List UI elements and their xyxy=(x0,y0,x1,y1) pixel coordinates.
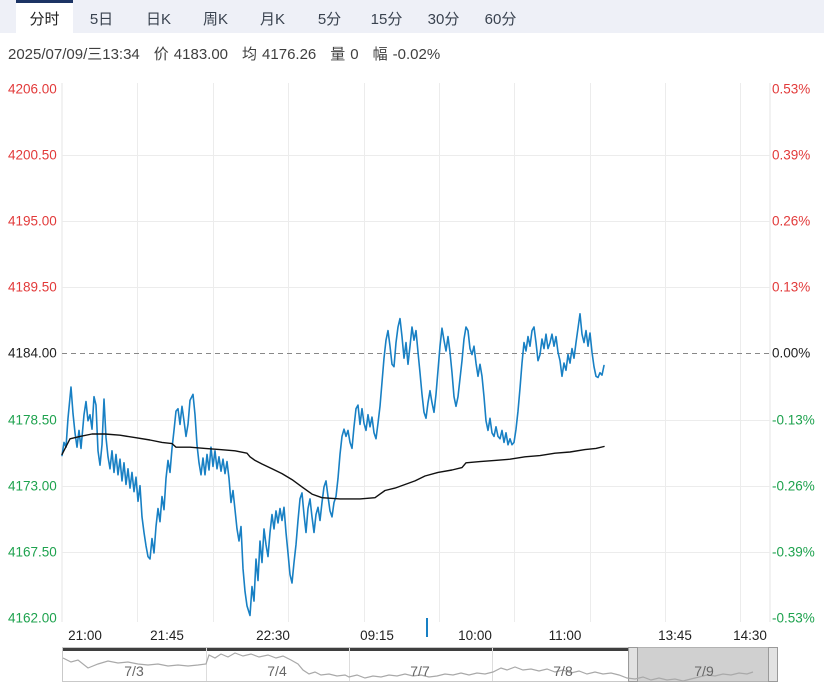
tab-5day[interactable]: 5日 xyxy=(89,10,114,28)
x-axis-label: 21:00 xyxy=(68,628,102,643)
y-axis-label-left: 4206.00 xyxy=(8,81,57,97)
y-axis-label-right: -0.53% xyxy=(772,610,815,626)
tab-monthly-k[interactable]: 月K xyxy=(259,10,285,28)
y-axis-label-left: 4162.00 xyxy=(8,610,57,626)
x-axis-label: 21:45 xyxy=(150,628,184,643)
navigator-date-label: 7/9 xyxy=(694,663,714,680)
navigator-separator xyxy=(206,648,207,681)
tab-15min[interactable]: 15分 xyxy=(370,10,403,28)
y-axis-label-left: 4195.00 xyxy=(8,213,57,229)
status-field-label: 价 xyxy=(153,45,169,63)
status-field-幅: 幅 -0.02% xyxy=(373,43,441,64)
y-axis-label-left: 4184.00 xyxy=(8,345,57,361)
status-field-value: 0 xyxy=(350,45,359,63)
tab-daily-k[interactable]: 日K xyxy=(145,10,171,28)
status-field-label: 量 xyxy=(330,45,346,63)
x-axis-label: 11:00 xyxy=(548,628,582,643)
y-axis-label-right: 0.26% xyxy=(772,213,811,229)
status-field-价: 价 4183.00 xyxy=(154,43,228,64)
navigator-separator xyxy=(492,648,493,681)
navigator-separator xyxy=(349,648,350,681)
status-field-均: 均 4176.26 xyxy=(242,43,316,64)
tab-minute[interactable]: 分时 xyxy=(16,0,73,33)
status-bar: 2025/07/09/三13:34 价 4183.00 均 4176.26 量 0 幅 -0.0… xyxy=(8,42,454,64)
y-axis-label-right: -0.13% xyxy=(772,412,815,428)
y-axis-label-right: 0.53% xyxy=(772,81,811,97)
navigator-separator xyxy=(629,648,630,681)
navigator-handle-right[interactable] xyxy=(768,647,778,682)
navigator-date-label: 7/4 xyxy=(267,663,287,680)
tab-60min[interactable]: 60分 xyxy=(484,10,517,28)
y-axis-label-left: 4189.50 xyxy=(8,279,57,295)
navigator-date-label: 7/7 xyxy=(410,663,430,680)
y-axis-label-left: 4178.50 xyxy=(8,412,57,428)
x-axis-label: 10:00 xyxy=(458,628,492,643)
tab-bar: 分时 5日 日K 周K 月K 5分 15分 30分 60分 xyxy=(0,0,824,33)
x-axis-label: 13:45 xyxy=(658,628,692,643)
price-line xyxy=(61,312,605,617)
navigator-top-strip xyxy=(63,648,629,651)
status-datetime: 2025/07/09/三13:34 xyxy=(8,45,140,63)
y-axis-label-left: 4200.50 xyxy=(8,147,57,163)
navigator-date-label: 7/8 xyxy=(553,663,573,680)
navigator-sparkline xyxy=(62,652,754,682)
y-axis-label-left: 4167.50 xyxy=(8,544,57,560)
y-axis-label-right: 0.00% xyxy=(772,345,811,361)
status-field-value: 4183.00 xyxy=(173,45,229,63)
navigator[interactable]: 7/3 7/4 7/7 7/8 7/9 xyxy=(62,647,778,682)
navigator-line xyxy=(62,652,754,682)
navigator-handle-left[interactable] xyxy=(628,647,638,682)
y-axis-label-right: -0.39% xyxy=(772,544,815,560)
y-axis-label-right: 0.39% xyxy=(772,147,811,163)
status-field-label: 幅 xyxy=(372,45,388,63)
navigator-date-label: 7/3 xyxy=(124,663,144,680)
x-axis-label: 14:30 xyxy=(733,628,767,643)
y-axis-label-right: 0.13% xyxy=(772,279,811,295)
y-axis-label-left: 4173.00 xyxy=(8,478,57,494)
x-axis-label: 09:15 xyxy=(360,628,394,643)
status-field-label: 均 xyxy=(242,45,258,63)
tab-5min[interactable]: 5分 xyxy=(317,10,342,28)
tab-30min[interactable]: 30分 xyxy=(427,10,460,28)
y-axis-label-right: -0.26% xyxy=(772,478,815,494)
navigator-selection[interactable] xyxy=(628,647,778,682)
status-field-value: -0.02% xyxy=(392,45,441,63)
tab-weekly-k[interactable]: 周K xyxy=(202,10,228,28)
status-field-value: 4176.26 xyxy=(262,45,317,63)
x-axis-label: 22:30 xyxy=(256,628,290,643)
average-line xyxy=(61,433,605,500)
